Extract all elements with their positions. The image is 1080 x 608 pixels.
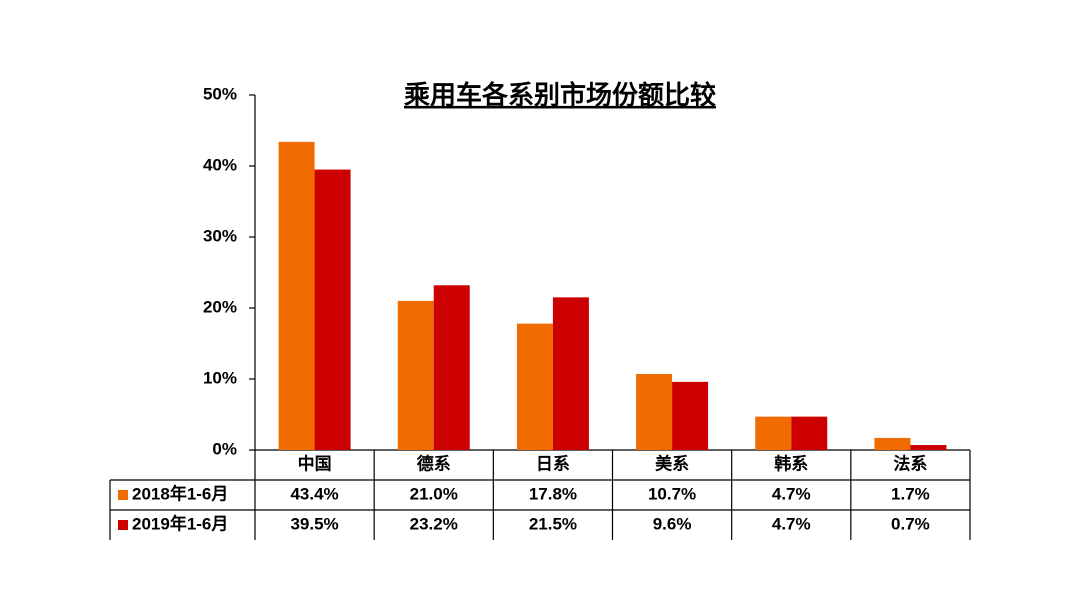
table-value: 21.5% [529, 514, 577, 533]
bar [314, 169, 351, 451]
bar [874, 437, 911, 450]
y-tick-label: 0% [212, 439, 237, 458]
table-value: 9.6% [653, 514, 692, 533]
bar [910, 445, 947, 450]
y-tick-label: 40% [203, 155, 237, 174]
legend-marker [118, 490, 128, 500]
legend-label: 2019年1-6月 [132, 513, 228, 533]
table-value: 39.5% [290, 514, 338, 533]
bar [516, 323, 553, 450]
table-value: 10.7% [648, 484, 696, 503]
bar [672, 381, 709, 450]
table-value: 23.2% [410, 514, 458, 533]
x-tick-label: 法系 [893, 453, 927, 473]
bar [552, 297, 589, 450]
x-tick-label: 韩系 [774, 453, 808, 473]
table-value: 4.7% [772, 514, 811, 533]
x-tick-label: 中国 [298, 453, 332, 473]
table-value: 17.8% [529, 484, 577, 503]
table-value: 43.4% [290, 484, 338, 503]
y-tick-label: 50% [203, 84, 237, 103]
x-tick-label: 日系 [536, 454, 570, 473]
table-value: 21.0% [410, 484, 458, 503]
bar [278, 141, 315, 451]
bar [636, 374, 673, 450]
y-tick-label: 20% [203, 297, 237, 316]
table-value: 0.7% [891, 514, 930, 533]
legend-marker [118, 520, 128, 530]
bar [755, 416, 792, 450]
x-tick-label: 德系 [417, 453, 451, 473]
legend-label: 2018年1-6月 [132, 483, 228, 503]
table-value: 4.7% [772, 484, 811, 503]
bar [433, 285, 470, 450]
bar [397, 300, 434, 450]
bar [791, 416, 828, 450]
chart-title: 乘用车各系别市场份额比较 [403, 80, 716, 110]
y-tick-label: 10% [203, 368, 237, 387]
x-tick-label: 美系 [655, 453, 689, 473]
y-tick-label: 30% [203, 226, 237, 245]
table-value: 1.7% [891, 484, 930, 503]
